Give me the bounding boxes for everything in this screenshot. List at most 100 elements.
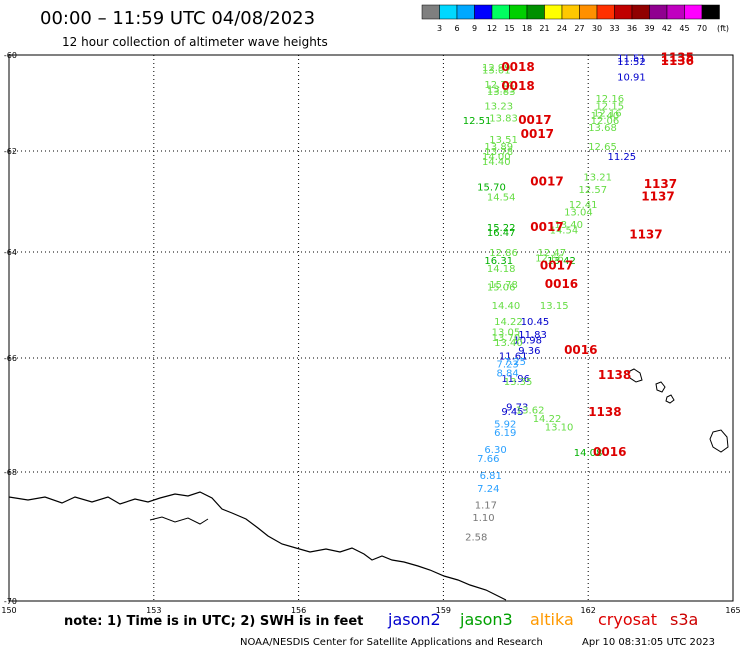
wave-height-label: 8.84 [496,368,518,379]
colorbar-swatch [456,4,475,20]
wave-height-label: 14.22 [533,414,562,425]
wave-height-label: 1137 [629,227,662,241]
wave-height-label: 10.45 [521,317,550,328]
wave-height-label: 13.83 [489,113,518,124]
legend-label-altika: altika [530,610,574,629]
colorbar-tick-label: 39 [644,24,654,33]
latitude-tick-label: -64 [4,248,17,257]
colorbar-tick-label: 42 [662,24,672,33]
wave-height-label: 0017 [530,220,563,234]
data-points: 11.5111.5210.9111.2510.4511.8310.989.361… [463,50,694,543]
colorbar-labels: 3 6 9 12 15 18 21 24 27 30 33 36 39 42 45 70 [437,24,707,33]
wave-height-label: 14.18 [487,264,516,275]
wave-height-label: 0017 [540,258,573,272]
colorbar-tick-label: 30 [592,24,602,33]
colorbar-tick-label: 18 [522,24,532,33]
wave-height-label: 11.61 [499,351,528,362]
longitude-tick-label: 150 [1,606,16,615]
latitude-tick-label: -68 [4,468,17,477]
wave-height-label: 12.16 [593,109,622,120]
legend-label-jason2: jason2 [387,610,441,629]
colorbar-swatch [509,4,528,20]
island-3 [665,394,675,404]
island-4 [709,429,729,453]
wave-height-label: 6.19 [494,428,516,439]
colorbar-tick-label: 12 [487,24,497,33]
wave-height-label: 0018 [501,60,534,74]
longitude-labels: 150 153 156 159 162 165 [1,606,740,615]
wave-height-label: 0016 [593,445,626,459]
wave-height-label: 12.15 [595,101,624,112]
wave-height-label: 12.40 [591,111,620,122]
colorbar-swatch [614,4,633,20]
wave-height-label: 1135 [661,50,694,64]
wave-height-label: 13.68 [588,123,617,134]
wave-height-label: 7.23 [496,360,518,371]
wave-height-label: 0017 [518,113,551,127]
satellite-legend: jason2 jason3 altika cryosat s3a [387,610,698,629]
latitude-tick-label: -66 [4,354,17,363]
colorbar-swatch [666,4,685,20]
wave-height-label: 6.30 [484,445,506,456]
wave-height-label: 13.35 [504,377,533,388]
colorbar-tick-label: 70 [697,24,707,33]
wave-height-label: 14.54 [487,192,516,203]
wave-height-label: 12.51 [463,116,492,127]
colorbar-swatch [421,4,440,20]
wave-height-label: 12.65 [588,142,617,153]
wave-height-label: 12.16 [595,94,624,105]
antarctic-coastline [8,491,507,601]
wave-height-label: 14.22 [494,317,523,328]
wave-height-label: 1.17 [475,500,497,511]
wave-height-label: 12.47 [538,248,567,259]
colorbar-tick-label: 9 [472,24,477,33]
longitude-tick-label: 159 [436,606,451,615]
wave-height-label: 12.66 [535,253,564,264]
wave-height-label: 13.01 [482,65,511,76]
colorbar-swatch [526,4,545,20]
wave-height-label: 13.83 [487,87,516,98]
footer-note: note: 1) Time is in UTC; 2) SWH is in fe… [64,614,363,629]
colorbar-swatch [491,4,510,20]
wave-height-label: 0016 [545,277,578,291]
ice-shelf-edge [149,516,209,525]
latitude-tick-label: -60 [4,51,17,60]
colorbar-tick-label: 33 [609,24,619,33]
colorbar-swatch [579,4,598,20]
wave-height-label: 0016 [564,343,597,357]
wave-height-label: 7.66 [477,454,499,465]
wave-height-label: 1137 [644,177,677,191]
colorbar-swatch [439,4,458,20]
latitude-tick-label: -62 [4,147,17,156]
wave-height-label: 11.96 [501,374,530,385]
wave-height-label: 13.21 [583,172,612,183]
map-area: 11.5111.5210.9111.2510.4511.8310.989.361… [8,50,734,602]
colorbar-swatch [631,4,650,20]
wave-height-label: 13.78 [484,147,513,158]
colorbar-unit: (ft) [717,24,729,33]
wave-height-label: 2.58 [465,533,487,544]
longitude-tick-label: 162 [581,606,596,615]
colorbar-swatch [649,4,668,20]
coastline [8,368,729,601]
wave-height-label: 0018 [501,79,534,93]
colorbar-swatch [561,4,580,20]
wave-height-label: 1137 [641,189,674,203]
footer-timestamp: Apr 10 08:31:05 UTC 2023 [582,637,715,648]
wave-height-label: 13.40 [494,338,523,349]
wave-height-label: 1138 [598,368,631,382]
colorbar-tick-label: 27 [574,24,584,33]
latitude-tick-label: -70 [4,597,17,606]
wave-height-label: 13.25 [487,85,516,96]
legend-label-s3a: s3a [670,610,698,629]
wave-height-label: 13.23 [484,101,513,112]
wave-height-label: 14.40 [482,157,511,168]
wave-height-label: 14.54 [550,225,579,236]
wave-height-label: 13.89 [484,142,513,153]
colorbar-tick-label: 21 [539,24,549,33]
colorbar-tick-label: 24 [557,24,567,33]
wave-height-label: 13.51 [489,135,518,146]
wave-height-label: 15.06 [487,282,516,293]
colorbar-tick-label: 3 [437,24,442,33]
map-frame [8,54,734,602]
